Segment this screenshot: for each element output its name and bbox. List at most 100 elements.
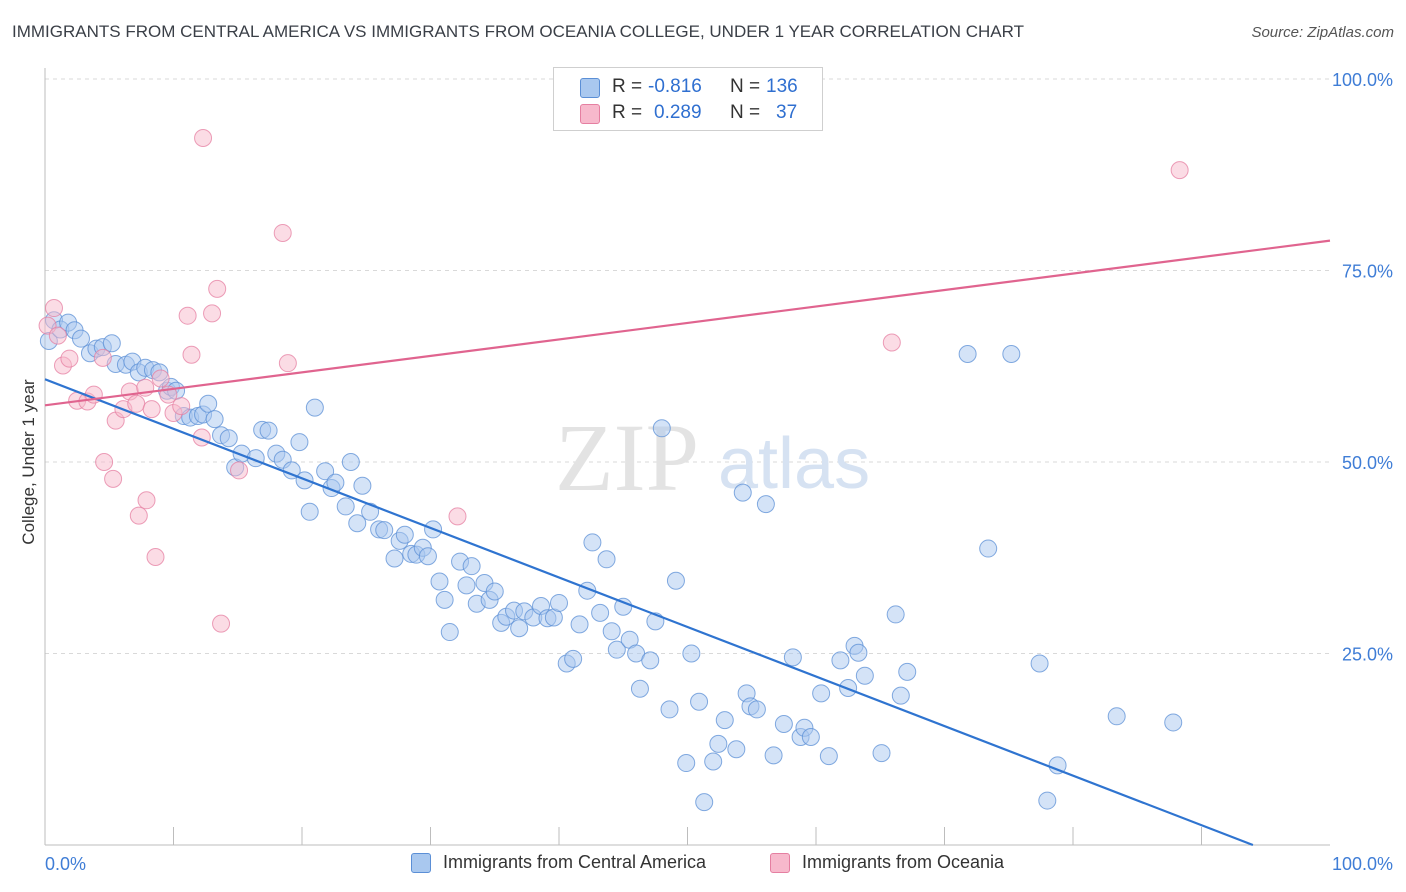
data-point-central-america — [336, 497, 355, 516]
data-point-central-america — [756, 495, 775, 514]
data-point-central-america — [709, 734, 728, 753]
data-point-central-america — [435, 590, 454, 609]
trend-line-oceania — [44, 239, 1331, 407]
data-point-central-america — [583, 533, 602, 552]
data-point-central-america — [550, 593, 568, 612]
data-point-central-america — [607, 640, 626, 659]
data-point-central-america — [395, 525, 414, 544]
data-point-central-america — [597, 550, 616, 569]
data-point-central-america — [690, 692, 709, 711]
data-point-central-america — [205, 410, 224, 429]
legend-n-value: 37 — [776, 102, 798, 123]
legend-swatch-oceania — [580, 104, 600, 124]
data-point-central-america — [457, 576, 476, 595]
data-point-central-america — [695, 793, 714, 812]
correlation-legend: R = -0.816 N = 136 R = 0.289 N = 37 — [553, 67, 823, 131]
legend-swatch-central-america — [580, 78, 600, 98]
data-point-central-america — [630, 679, 649, 698]
data-point-central-america — [102, 334, 121, 353]
data-point-central-america — [259, 421, 278, 440]
y-tick-label: 100.0% — [1332, 70, 1393, 90]
legend-n-label: N = — [730, 102, 761, 123]
data-point-oceania — [95, 453, 114, 471]
data-point-oceania — [60, 349, 79, 368]
data-point-central-america — [886, 605, 905, 624]
chart-title: IMMIGRANTS FROM CENTRAL AMERICA VS IMMIG… — [12, 22, 1024, 41]
data-point-central-america — [891, 686, 910, 705]
data-point-central-america — [1038, 791, 1057, 810]
legend-r-label: R = — [612, 102, 643, 123]
data-point-oceania — [182, 345, 201, 364]
data-point-oceania — [137, 491, 156, 510]
data-point-central-america — [660, 700, 679, 719]
legend-r-value: 0.289 — [654, 102, 702, 123]
data-point-central-america — [570, 615, 589, 634]
tick-labels: 25.0% 50.0% 75.0% 100.0% 0.0% 100.0% — [45, 70, 1393, 874]
data-point-central-america — [704, 752, 723, 771]
trend-lines — [44, 239, 1331, 847]
data-point-oceania — [203, 304, 222, 323]
data-point-central-america — [715, 711, 734, 730]
watermark-zip: ZIP — [555, 404, 699, 511]
data-point-central-america — [764, 746, 783, 765]
data-point-central-america — [305, 398, 324, 417]
data-point-central-america — [348, 514, 367, 533]
data-point-oceania — [129, 506, 148, 525]
data-point-oceania — [278, 354, 297, 373]
data-point-central-america — [385, 549, 404, 568]
gridlines — [45, 78, 1330, 654]
data-point-oceania — [48, 326, 67, 345]
data-point-central-america — [341, 453, 360, 471]
data-point-central-america — [199, 394, 218, 413]
data-point-oceania — [230, 461, 249, 480]
legend-r-label: R = — [612, 76, 643, 97]
bottom-legend-swatch-central-america — [411, 853, 431, 873]
axes — [44, 68, 1330, 846]
source-label: Source: ZipAtlas.com — [1251, 24, 1394, 41]
data-point-central-america — [747, 700, 766, 719]
data-point-oceania — [194, 128, 213, 147]
data-point-central-america — [652, 419, 671, 438]
data-point-oceania — [1170, 161, 1189, 180]
data-point-oceania — [142, 400, 161, 419]
data-point-central-america — [849, 643, 868, 662]
data-point-oceania — [448, 507, 467, 526]
data-point-central-america — [1164, 713, 1183, 732]
data-point-central-america — [1002, 344, 1021, 363]
data-point-central-america — [1030, 654, 1049, 673]
data-point-oceania — [104, 469, 123, 488]
data-point-central-america — [316, 462, 335, 481]
data-point-central-america — [591, 603, 610, 622]
legend-n-label: N = — [730, 76, 761, 97]
data-point-central-america — [855, 666, 874, 685]
data-point-central-america — [510, 619, 529, 638]
data-point-central-america — [898, 662, 917, 681]
bottom-legend-label: Immigrants from Oceania — [802, 852, 1005, 872]
data-point-oceania — [93, 348, 112, 367]
data-point-central-america — [485, 582, 504, 601]
x-tick-label: 100.0% — [1332, 854, 1393, 874]
watermark: ZIP atlas — [555, 404, 870, 511]
data-point-central-america — [71, 329, 90, 348]
data-point-oceania — [146, 547, 165, 566]
data-point-central-america — [440, 623, 459, 642]
data-point-central-america — [979, 539, 998, 558]
data-point-central-america — [290, 433, 309, 452]
data-point-central-america — [666, 571, 685, 590]
data-point-oceania — [212, 614, 231, 633]
data-point-central-america — [418, 547, 437, 566]
data-point-central-america — [801, 727, 820, 746]
data-point-central-america — [361, 502, 380, 521]
data-point-central-america — [774, 714, 793, 733]
data-point-central-america — [602, 622, 621, 641]
y-tick-label: 75.0% — [1342, 262, 1393, 282]
data-point-oceania — [273, 223, 292, 242]
y-axis-label: College, Under 1 year — [19, 379, 38, 545]
data-point-oceania — [882, 333, 901, 352]
data-point-oceania — [44, 299, 63, 318]
data-point-central-america — [872, 744, 891, 763]
data-point-central-america — [682, 644, 701, 663]
data-point-central-america — [641, 651, 660, 670]
legend-r-value: -0.816 — [648, 76, 702, 97]
